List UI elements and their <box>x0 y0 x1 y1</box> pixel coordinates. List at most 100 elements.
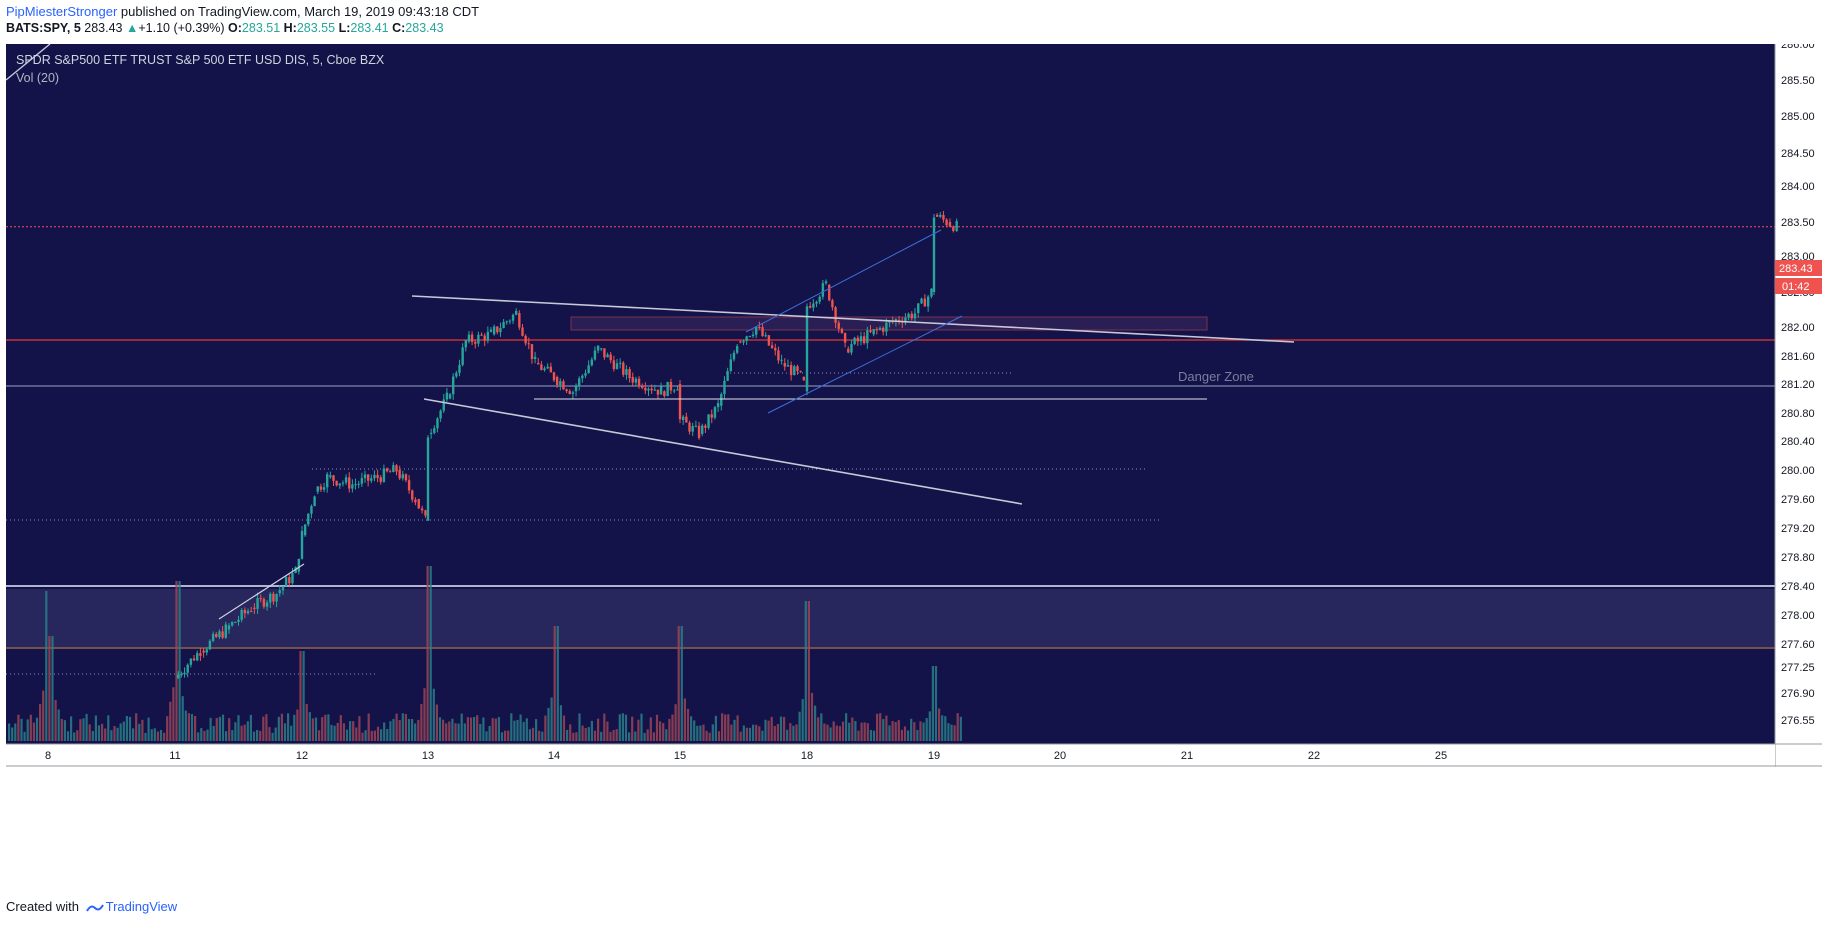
volume-bar <box>947 723 950 741</box>
candle-body <box>612 360 616 370</box>
volume-bar <box>907 730 910 741</box>
candle-body <box>215 634 218 638</box>
volume-bar <box>287 713 290 741</box>
candle-body <box>489 329 493 332</box>
volume-bar <box>925 718 928 741</box>
volume-bar <box>814 705 817 741</box>
indicator-label[interactable]: Vol (20) <box>16 71 59 85</box>
candle-body <box>663 391 666 397</box>
price-chart[interactable]: 286.00 285.50 285.00 284.50 284.00 283.50 283.… <box>6 44 1822 890</box>
tradingview-link[interactable]: TradingView <box>105 899 178 914</box>
close-value: 283.43 <box>405 21 444 35</box>
candle-body <box>761 327 764 337</box>
candle-body <box>843 332 847 343</box>
candle-body <box>834 307 837 323</box>
volume-bar <box>163 732 166 741</box>
candle-body <box>373 474 376 479</box>
volume-bar <box>132 728 135 741</box>
volume-bar <box>643 732 646 741</box>
candle-body <box>606 354 609 358</box>
candle-body <box>571 392 575 394</box>
volume-bar <box>218 716 221 741</box>
volume-bar <box>336 722 339 741</box>
volume-bar <box>438 717 442 741</box>
candle-body <box>840 328 844 333</box>
volume-bar <box>624 714 628 741</box>
volume-bar <box>556 626 559 741</box>
volume-bar <box>237 715 240 741</box>
candle-body <box>789 365 793 376</box>
candle-body <box>230 622 234 626</box>
candle-body <box>275 594 278 602</box>
candle-body <box>821 283 825 297</box>
candle-body <box>587 365 590 374</box>
volume-bar <box>243 724 246 741</box>
candle-body <box>300 530 304 559</box>
candle-body <box>429 432 433 434</box>
candle-body <box>723 380 726 395</box>
volume-bar <box>345 729 349 741</box>
volume-bar <box>482 717 485 741</box>
candle-body <box>338 483 341 486</box>
candle-body <box>948 222 952 227</box>
volume-bar <box>463 723 466 741</box>
candle-body <box>707 414 710 428</box>
candle-body <box>208 640 212 650</box>
y-tick-label: 283.50 <box>1781 217 1815 229</box>
volume-bar <box>321 717 324 741</box>
created-with-text: Created with <box>6 899 79 914</box>
candle-body <box>770 345 774 348</box>
high-label: H: <box>283 21 297 35</box>
lower-channel-line <box>767 315 963 414</box>
volume-bar <box>141 719 144 741</box>
volume-bar <box>603 713 606 741</box>
volume-bar <box>169 701 172 741</box>
candle-body <box>199 653 202 656</box>
candle-body <box>565 389 568 392</box>
y-tick-label: 278.40 <box>1781 581 1815 593</box>
volume-bar <box>8 723 11 741</box>
volume-bar <box>187 713 190 741</box>
volume-bar <box>516 719 519 741</box>
volume-bar <box>26 719 29 741</box>
volume-bar <box>159 729 163 741</box>
volume-bar <box>376 726 380 741</box>
volume-bar <box>680 626 683 741</box>
chart-area[interactable]: 286.00 285.50 285.00 284.50 284.00 283.50 283.… <box>6 44 1822 890</box>
volume-bar <box>423 688 426 741</box>
volume-bar <box>420 704 423 741</box>
author-link[interactable]: PipMiesterStronger <box>6 4 118 19</box>
candle-body <box>278 590 281 594</box>
volume-bar <box>742 725 745 741</box>
upper-trendline <box>411 295 1295 343</box>
volume-bar <box>581 725 584 741</box>
candle-body <box>272 593 275 602</box>
chart-title: SPDR S&P500 ETF TRUST S&P 500 ETF USD DI… <box>16 53 385 67</box>
volume-bar <box>665 729 668 741</box>
volume-bar <box>882 719 885 741</box>
candle-body <box>697 425 701 439</box>
high-value: 283.55 <box>296 21 336 35</box>
candle-body <box>913 313 917 319</box>
candle-body <box>310 506 313 514</box>
candle-body <box>486 331 490 341</box>
volume-bar <box>311 718 314 741</box>
candle-body <box>379 477 382 482</box>
candle-body <box>518 313 521 328</box>
volume-bar <box>553 626 556 741</box>
volume-bar <box>432 688 435 741</box>
candle-body <box>316 486 319 492</box>
candle-body <box>549 366 553 373</box>
volume-bar <box>466 717 469 741</box>
candle-body <box>748 336 752 338</box>
volume-bar <box>389 721 392 741</box>
candle-body <box>625 369 628 375</box>
candle-body <box>780 359 783 361</box>
volume-bar <box>380 729 383 741</box>
volume-bar <box>863 722 866 741</box>
candle-body <box>357 483 360 485</box>
candle-body <box>253 607 256 609</box>
candle-body <box>666 381 669 397</box>
candle-body <box>755 326 758 335</box>
y-tick-label: 281.60 <box>1781 351 1815 363</box>
